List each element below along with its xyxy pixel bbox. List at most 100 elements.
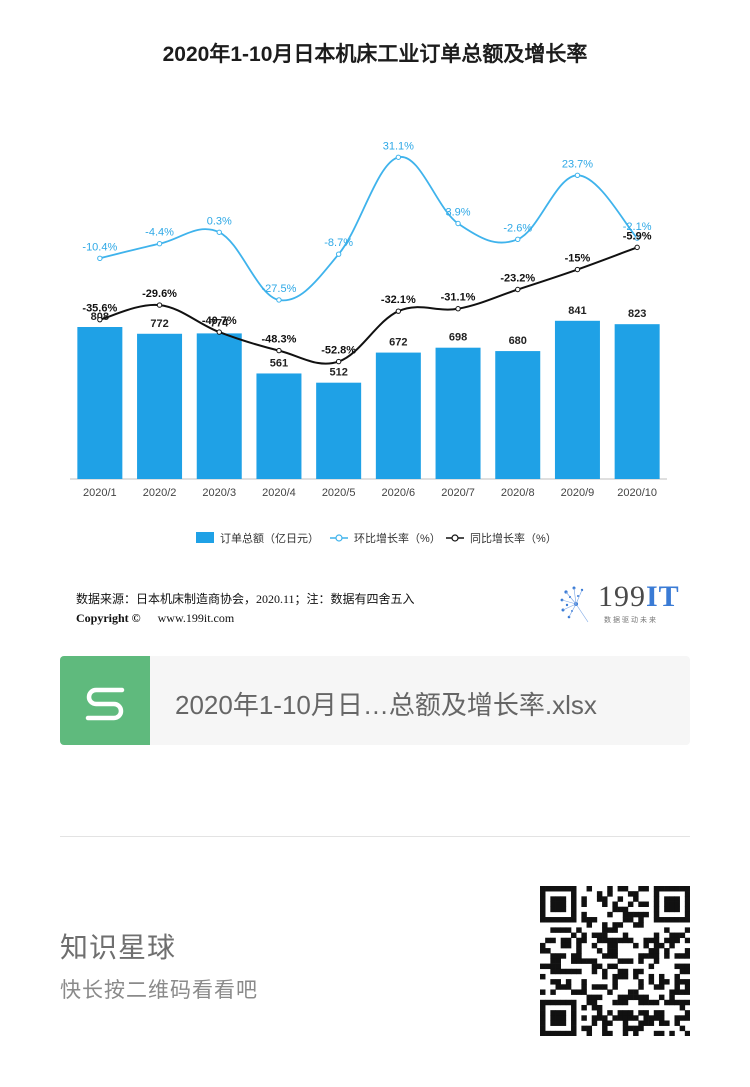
bar [316, 382, 362, 479]
qr-module [638, 911, 644, 918]
copyright-url[interactable]: www.199it.com [157, 611, 235, 625]
legend-label: 环比增长率（%） [354, 531, 441, 545]
qr-module [684, 891, 690, 897]
qr-module [591, 958, 598, 964]
qr-module [555, 1010, 561, 1016]
line-point [276, 297, 282, 303]
qr-module [653, 1015, 660, 1021]
qr-module [571, 989, 577, 995]
qr-module [658, 1015, 665, 1021]
qr-module [555, 953, 561, 959]
qr-module [617, 937, 624, 944]
qr-module [545, 886, 551, 892]
x-tick-label: 2020/2 [143, 487, 177, 499]
qr-module [560, 937, 567, 944]
qr-module [633, 968, 639, 975]
qr-module [638, 958, 644, 964]
qr-module [679, 932, 686, 939]
qr-module [684, 927, 690, 933]
qr-module [571, 1020, 577, 1026]
qr-module [633, 1015, 639, 1021]
qr-module [540, 1010, 546, 1016]
qr-module [602, 953, 608, 959]
qr-module [560, 901, 567, 907]
logo-wordmark: 199IT [598, 580, 680, 614]
x-tick-label: 2020/6 [382, 487, 416, 499]
qr-module [653, 917, 660, 923]
qr-module [643, 1020, 649, 1026]
qr-module [581, 1015, 587, 1021]
qr-module [617, 1015, 624, 1021]
qr-module [571, 1030, 577, 1036]
yoy-data-label: -35.6% [82, 303, 117, 315]
qr-module [617, 896, 624, 902]
qr-module [560, 927, 567, 933]
qr-module [633, 922, 639, 928]
bar [196, 333, 242, 479]
qr-module [560, 999, 567, 1006]
qr-module [648, 979, 655, 985]
qr-module [648, 1015, 655, 1021]
qr-module [617, 958, 624, 964]
qr-module [560, 1030, 567, 1036]
qr-module [658, 942, 665, 949]
qr-module [560, 1020, 567, 1026]
bar-data-label: 512 [329, 367, 347, 379]
qr-module [617, 973, 624, 980]
qr-module [627, 989, 634, 995]
qr-module [560, 942, 567, 949]
qr-module [658, 886, 665, 892]
qr-module [622, 937, 629, 944]
qr-module [550, 886, 556, 892]
qr-module [602, 984, 608, 990]
qr-module [607, 948, 613, 954]
line-point [97, 255, 103, 262]
qr-module [591, 917, 598, 923]
qr-module [545, 937, 551, 944]
line-point [455, 306, 461, 312]
qr-module [596, 963, 603, 970]
qr-module [571, 958, 577, 964]
qr-module [653, 911, 660, 918]
mom-data-label: 31.1% [383, 140, 414, 152]
qr-code-icon[interactable] [540, 886, 690, 1036]
mom-data-label: -27.5% [262, 283, 297, 295]
qr-module [617, 1010, 624, 1016]
qr-module [648, 973, 655, 980]
qr-module [540, 911, 546, 918]
qr-module [679, 1004, 686, 1011]
qr-module [586, 958, 593, 964]
qr-module [555, 968, 561, 975]
line-point [634, 244, 640, 251]
qr-module [586, 994, 593, 1001]
line-point [395, 154, 402, 160]
qr-module [648, 948, 655, 954]
qr-module [540, 973, 546, 980]
qr-module [643, 911, 649, 918]
qr-module [633, 1030, 639, 1036]
qr-module [658, 979, 665, 985]
qr-module [550, 1010, 556, 1016]
qr-module [627, 901, 634, 907]
qr-module [540, 906, 546, 913]
qr-module [555, 901, 561, 907]
qr-module [674, 917, 680, 923]
qr-module [550, 927, 556, 933]
qr-module [622, 886, 629, 892]
logo-it: IT [646, 580, 680, 613]
line-point [156, 241, 163, 247]
qr-module [622, 906, 629, 913]
file-attachment-card[interactable]: 2020年1-10月日…总额及增长率.xlsx [60, 656, 690, 745]
qr-module [658, 917, 665, 923]
qr-module [555, 1015, 561, 1021]
qr-module [674, 906, 680, 913]
qr-module [571, 891, 577, 897]
qr-module [674, 932, 680, 939]
qr-module [643, 999, 649, 1006]
qr-module [550, 1020, 556, 1026]
qr-module [684, 963, 690, 970]
logo-tagline: 数据驱动未来 [604, 617, 658, 624]
qr-module [643, 1010, 649, 1016]
qr-module [684, 1030, 690, 1036]
qr-module [540, 1025, 546, 1032]
